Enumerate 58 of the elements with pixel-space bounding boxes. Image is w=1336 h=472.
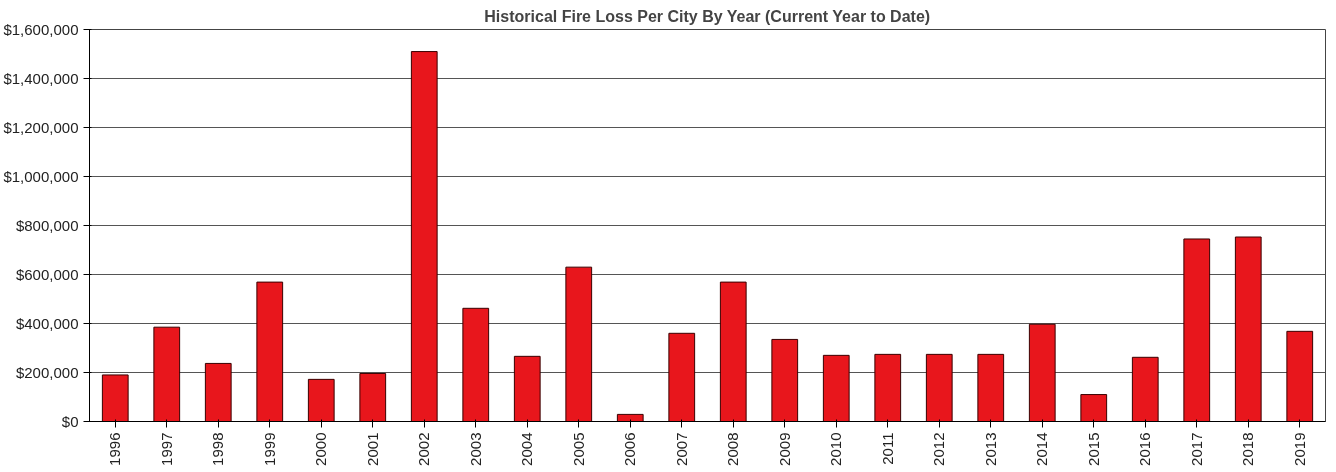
bar [359,372,387,422]
x-tick-label: 2016 [1136,432,1154,466]
y-tick-label: $1,600,000 [3,21,79,38]
bar [256,281,284,422]
x-tick-label: 2010 [827,432,845,466]
x-tick-label: 1999 [260,432,278,466]
x-tick-label: 2013 [981,432,999,466]
x-tick-label: 2014 [1033,432,1051,466]
x-tick-label: 2002 [415,432,433,466]
bar [462,307,490,422]
y-tick-label: $400,000 [15,315,79,332]
bar [1286,330,1314,422]
x-tick-label: 2000 [312,432,330,466]
y-tick-label: $1,200,000 [3,119,79,136]
x-tick-label: 2008 [724,432,742,466]
y-tick-label: $1,000,000 [3,168,79,185]
x-tick-label: 2012 [930,432,948,466]
chart-title: Historical Fire Loss Per City By Year (Current Year to Date) [484,7,931,25]
x-tick-label: 2005 [569,432,587,466]
x-tick-label: 1998 [209,432,227,466]
x-tick-label: 2003 [466,432,484,466]
x-tick-label: 2004 [518,432,536,466]
y-tick-label: $800,000 [15,217,79,234]
bar [874,353,902,422]
bar [513,355,541,422]
bar [668,332,696,422]
x-tick-label: 1997 [157,432,175,466]
x-tick-label: 2017 [1187,432,1205,466]
bar [153,326,181,422]
bar [1028,323,1056,422]
x-tick-label: 2001 [363,432,381,466]
y-tick-label: $1,400,000 [3,70,79,87]
bar [1080,394,1108,422]
bar [719,281,747,422]
x-tick-label: 2006 [621,432,639,466]
x-tick-label: 2011 [878,432,896,465]
bar [822,354,850,422]
bar [204,362,232,422]
bar [616,413,644,422]
y-tick-label: $0 [61,413,79,430]
bar [1183,238,1211,422]
bar [771,338,799,422]
y-tick-label: $600,000 [15,266,79,283]
bar [101,374,129,422]
x-tick-label: 2007 [672,432,690,466]
x-tick-label: 2009 [775,432,793,466]
x-tick-label: 2018 [1239,432,1257,466]
bar [925,353,953,422]
bar [977,353,1005,422]
bar [565,266,593,422]
bar [1234,236,1262,422]
x-tick-label: 2015 [1084,432,1102,466]
bar [307,378,335,422]
bar [410,51,438,422]
y-tick-label: $200,000 [15,364,79,381]
x-tick-label: 2019 [1290,432,1308,466]
bar [1131,356,1159,422]
x-tick-label: 1996 [106,432,124,466]
